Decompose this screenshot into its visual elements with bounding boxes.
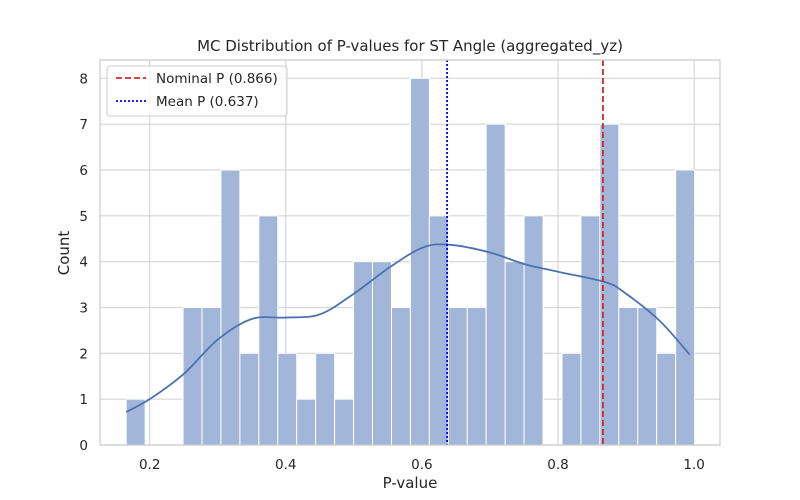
y-tick-label: 2 xyxy=(79,346,88,362)
histogram-bar xyxy=(372,261,392,446)
kde-line xyxy=(125,243,691,413)
histogram-bar xyxy=(447,307,468,446)
histogram-bar xyxy=(201,307,222,446)
x-tick-label: 1.0 xyxy=(683,457,704,473)
y-axis-label: Count xyxy=(55,231,73,276)
chart-title: MC Distribution of P-values for ST Angle… xyxy=(197,37,623,56)
histogram-bar xyxy=(675,169,696,446)
legend-label-nominal-p: Nominal P (0.866) xyxy=(156,71,278,87)
kde-curve xyxy=(125,243,691,413)
plot-frame xyxy=(99,59,721,446)
legend: Nominal P (0.866) Mean P (0.637) xyxy=(106,65,288,117)
y-tick-label: 0 xyxy=(79,438,88,454)
reference-lines xyxy=(446,60,604,445)
histogram-bar xyxy=(125,398,146,446)
histogram-bar xyxy=(334,398,355,446)
histogram-bar xyxy=(182,307,203,446)
histogram-bar xyxy=(580,215,601,446)
legend-label-mean-p: Mean P (0.637) xyxy=(156,94,259,110)
histogram-bar xyxy=(239,352,260,446)
y-axis-ticks: 0 1 2 3 4 5 6 7 8 xyxy=(79,71,88,454)
y-tick-label: 8 xyxy=(79,71,88,87)
y-tick-label: 4 xyxy=(79,255,88,271)
histogram-bar xyxy=(618,307,639,446)
histogram-bar xyxy=(523,215,544,446)
histogram-bar xyxy=(485,123,506,446)
x-tick-label: 0.8 xyxy=(547,457,568,473)
x-tick-label: 0.6 xyxy=(411,457,432,473)
x-tick-label: 0.2 xyxy=(139,457,160,473)
x-tick-label: 0.4 xyxy=(275,457,296,473)
histogram-bar xyxy=(428,215,449,446)
histogram-bar xyxy=(656,352,677,446)
y-tick-label: 1 xyxy=(79,392,88,408)
histogram-bar xyxy=(353,261,374,446)
histogram-bar xyxy=(258,215,279,446)
histogram-bar xyxy=(409,77,430,446)
histogram-bar xyxy=(504,261,525,446)
x-axis-ticks: 0.2 0.4 0.6 0.8 1.0 xyxy=(139,457,705,473)
histogram-bar xyxy=(637,307,658,446)
x-axis-label: P-value xyxy=(383,474,438,492)
histogram-bar xyxy=(315,352,336,446)
histogram-bar xyxy=(466,307,487,446)
y-tick-label: 6 xyxy=(79,163,88,179)
histogram-bar xyxy=(390,307,411,446)
y-tick-label: 7 xyxy=(79,117,88,133)
y-tick-label: 5 xyxy=(79,209,88,225)
histogram-bar xyxy=(561,352,582,446)
legend-box xyxy=(106,65,288,117)
histogram-bar xyxy=(220,169,241,446)
y-tick-label: 3 xyxy=(79,301,88,317)
histogram-bar xyxy=(277,352,298,446)
histogram-bar xyxy=(296,398,317,446)
